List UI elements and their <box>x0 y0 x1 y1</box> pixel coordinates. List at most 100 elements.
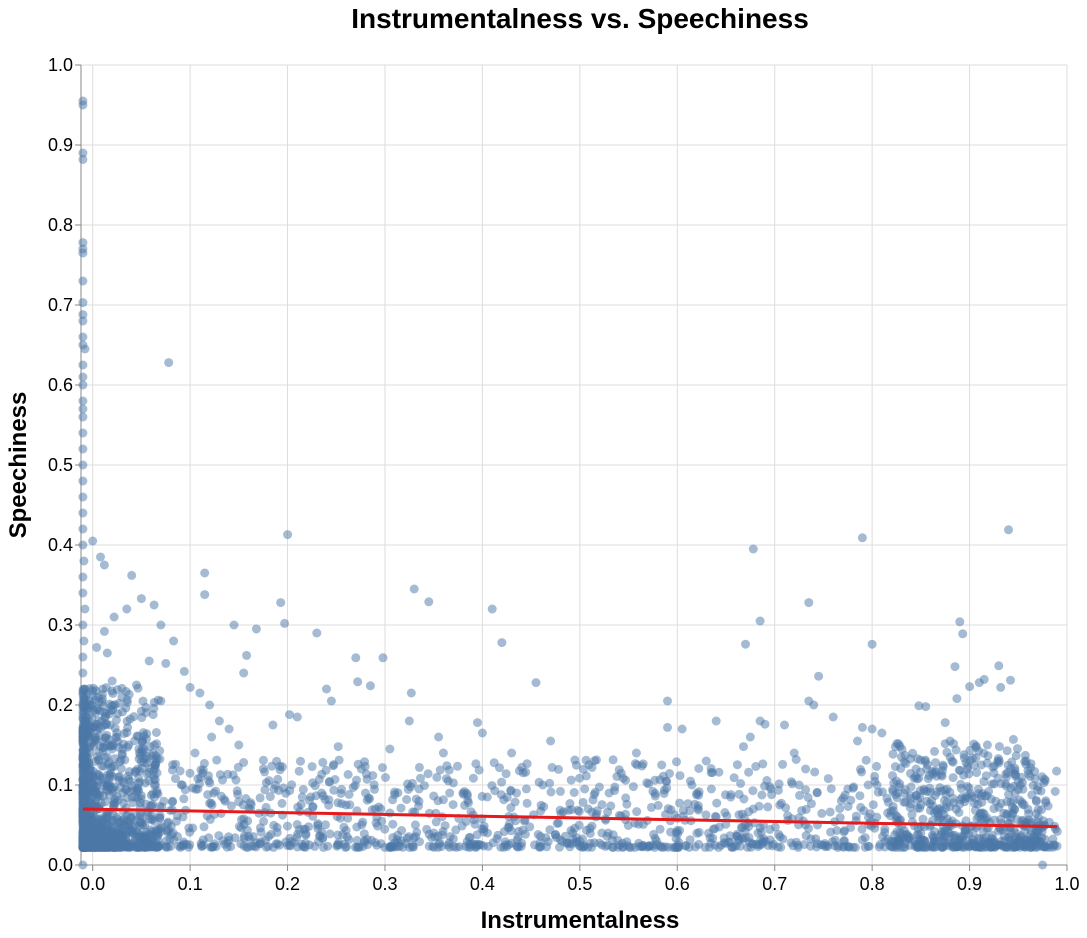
data-point <box>580 784 590 794</box>
data-point <box>948 773 958 783</box>
data-point <box>404 716 414 726</box>
data-point <box>343 770 353 779</box>
y-tick-label: 0.3 <box>48 615 73 635</box>
data-point <box>381 773 390 782</box>
data-point <box>607 835 617 845</box>
data-point <box>204 771 213 781</box>
data-point <box>390 790 400 800</box>
x-tick-label: 0.3 <box>372 874 397 894</box>
data-point <box>996 779 1006 789</box>
data-point <box>760 719 770 729</box>
data-point <box>489 758 499 768</box>
data-point <box>606 801 616 811</box>
data-point <box>169 835 179 845</box>
data-point <box>78 524 88 534</box>
data-point <box>763 841 773 850</box>
data-point <box>444 765 454 775</box>
data-point <box>432 772 442 782</box>
data-point <box>927 830 937 840</box>
data-point <box>144 656 154 666</box>
data-point <box>863 841 873 851</box>
data-point <box>251 838 261 848</box>
data-point <box>371 818 381 828</box>
data-point <box>653 800 663 810</box>
data-point <box>632 807 642 817</box>
data-point <box>118 707 127 717</box>
data-point <box>86 701 96 711</box>
data-point <box>570 755 580 765</box>
data-point <box>1015 780 1025 790</box>
data-point <box>193 784 203 794</box>
data-point <box>786 838 796 848</box>
data-point <box>706 768 716 778</box>
data-point <box>780 720 789 730</box>
data-point <box>242 842 252 852</box>
data-point <box>1008 734 1018 744</box>
data-point <box>1039 842 1049 852</box>
data-point <box>525 822 535 832</box>
data-point <box>775 832 785 842</box>
data-point <box>283 530 293 540</box>
x-tick-label: 1.0 <box>1054 874 1079 894</box>
data-point <box>1017 816 1027 826</box>
data-point <box>78 404 88 414</box>
data-point <box>683 799 693 809</box>
data-point <box>1052 826 1062 836</box>
data-point <box>145 742 155 752</box>
data-point <box>836 796 846 806</box>
data-point <box>128 785 138 795</box>
data-point <box>118 788 128 798</box>
data-point <box>88 536 98 546</box>
data-point <box>112 732 122 742</box>
data-point <box>830 835 840 845</box>
data-point <box>751 762 761 771</box>
data-point <box>385 842 395 852</box>
data-point <box>135 748 144 758</box>
data-point <box>161 836 171 845</box>
data-point <box>307 762 317 772</box>
y-tick-label: 0.1 <box>48 775 73 795</box>
data-point <box>78 444 88 454</box>
data-point <box>754 801 764 811</box>
data-point <box>80 792 90 802</box>
data-point <box>267 761 277 771</box>
data-point <box>710 840 720 850</box>
data-point <box>955 799 965 809</box>
data-point <box>358 817 368 827</box>
data-point <box>685 806 695 816</box>
data-point <box>507 748 517 758</box>
data-point <box>1006 764 1016 774</box>
data-point <box>80 684 90 694</box>
data-point <box>675 798 685 808</box>
data-point <box>78 732 88 742</box>
data-point <box>487 781 497 791</box>
data-point <box>429 842 439 852</box>
data-point <box>264 832 274 841</box>
data-point <box>536 800 546 810</box>
data-point <box>78 492 88 502</box>
data-point <box>748 544 758 554</box>
data-point <box>370 838 380 847</box>
data-point <box>409 842 419 852</box>
data-point <box>234 740 244 750</box>
data-point <box>872 761 882 771</box>
data-point <box>758 759 768 769</box>
data-point <box>755 616 765 626</box>
data-point <box>448 800 458 810</box>
data-point <box>857 722 867 732</box>
data-point <box>88 691 98 701</box>
data-point <box>78 148 88 158</box>
data-point <box>78 668 88 678</box>
data-point <box>597 800 607 810</box>
data-point <box>913 830 923 840</box>
data-point <box>930 842 940 852</box>
data-point <box>1034 813 1043 823</box>
data-point <box>538 780 548 790</box>
data-point <box>115 772 125 781</box>
data-point <box>694 764 704 773</box>
data-point <box>978 826 988 836</box>
data-point <box>472 830 482 840</box>
data-point <box>972 768 982 778</box>
trend-layer <box>82 807 1058 829</box>
